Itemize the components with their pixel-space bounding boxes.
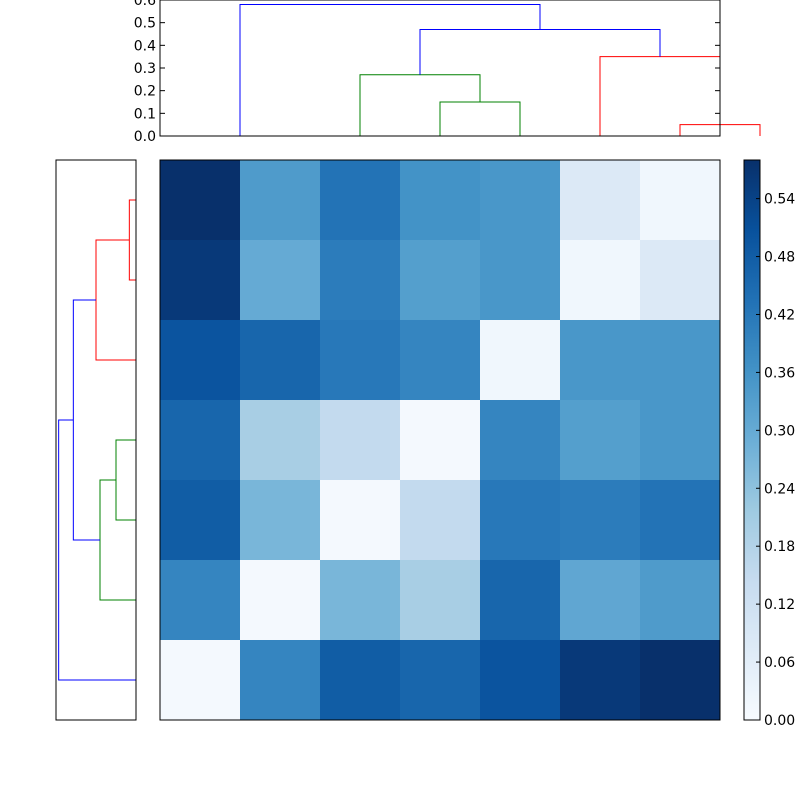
heatmap-cell <box>320 160 401 241</box>
heatmap-cell <box>160 240 241 321</box>
left-dendrogram-link <box>95 239 136 361</box>
colorbar-axis: 0.00 0.06 0.12 0.18 0.24 0.30 0.36 0.42 0.48 0.54 <box>756 192 795 729</box>
left-dendrogram-link <box>115 439 136 521</box>
top-ytick-label: 0.1 <box>134 106 156 122</box>
left-dendrogram-link <box>128 199 136 281</box>
heatmap-cell <box>480 560 561 641</box>
heatmap-cell <box>240 640 321 721</box>
colorbar-tick-label: 0.06 <box>764 655 795 671</box>
colorbar <box>743 159 761 721</box>
heatmap-cell <box>160 400 241 481</box>
left-dendrogram-link <box>99 479 136 601</box>
heatmap-cell <box>160 160 241 241</box>
heatmap-cell <box>160 560 241 641</box>
top-ytick-label: 0.2 <box>134 84 156 100</box>
heatmap-cell <box>480 320 561 401</box>
heatmap-cell <box>400 560 481 641</box>
heatmap-cell <box>560 480 641 561</box>
heatmap-cell <box>560 240 641 321</box>
heatmap-cell <box>400 320 481 401</box>
heatmap <box>160 160 721 721</box>
heatmap-cell <box>640 640 721 721</box>
colorbar-tick-label: 0.36 <box>764 365 795 381</box>
top-ytick-label: 0.4 <box>134 38 156 54</box>
top-dendrogram-link <box>439 101 521 136</box>
heatmap-cell <box>240 400 321 481</box>
heatmap-cell <box>480 400 561 481</box>
heatmap-cell <box>640 480 721 561</box>
heatmap-cell <box>320 560 401 641</box>
heatmap-cell <box>400 160 481 241</box>
top-dendrogram-y-axis: 0.0 0.1 0.2 0.3 0.4 0.5 0.6 <box>134 0 720 145</box>
heatmap-cell <box>160 480 241 561</box>
colorbar-tick-label: 0.12 <box>764 597 795 613</box>
top-ytick-label: 0.6 <box>134 0 156 9</box>
colorbar-tick-label: 0.18 <box>764 539 795 555</box>
top-dendrogram-link <box>419 28 661 75</box>
heatmap-cell <box>240 480 321 561</box>
colorbar-tick-label: 0.54 <box>764 192 795 208</box>
heatmap-cell <box>240 160 321 241</box>
heatmap-cell <box>320 240 401 321</box>
colorbar-tick-label: 0.24 <box>764 481 795 497</box>
heatmap-cell <box>480 240 561 321</box>
heatmap-cell <box>400 480 481 561</box>
colorbar-tick-label: 0.00 <box>764 713 795 729</box>
heatmap-cell <box>640 320 721 401</box>
colorbar-tick-label: 0.30 <box>764 423 795 439</box>
heatmap-frame <box>159 159 721 721</box>
left-dendrogram-link <box>58 419 136 681</box>
left-dendrogram-frame <box>55 159 137 721</box>
top-dendrogram-link <box>599 56 721 136</box>
heatmap-cell <box>480 160 561 241</box>
heatmap-cell <box>640 400 721 481</box>
heatmap-cell <box>640 240 721 321</box>
heatmap-cell <box>400 240 481 321</box>
top-dendrogram-link <box>359 74 481 136</box>
heatmap-cell <box>160 640 241 721</box>
heatmap-cell <box>560 640 641 721</box>
heatmap-cell <box>400 400 481 481</box>
top-dendrogram <box>239 4 761 136</box>
heatmap-cell <box>320 480 401 561</box>
heatmap-cell <box>560 400 641 481</box>
heatmap-cell <box>160 320 241 401</box>
heatmap-cell <box>560 320 641 401</box>
heatmap-cell <box>240 240 321 321</box>
heatmap-cell <box>240 320 321 401</box>
left-dendrogram <box>58 199 136 681</box>
top-ytick-label: 0.0 <box>134 129 156 145</box>
heatmap-cell <box>480 480 561 561</box>
heatmap-cell <box>640 560 721 641</box>
top-ytick-label: 0.3 <box>134 61 156 77</box>
colorbar-tick-label: 0.48 <box>764 250 795 266</box>
top-dendrogram-link <box>239 4 541 136</box>
colorbar-tick-label: 0.42 <box>764 307 795 323</box>
heatmap-cell <box>560 160 641 241</box>
top-ytick-label: 0.5 <box>134 16 156 32</box>
heatmap-cell <box>640 160 721 241</box>
heatmap-cell <box>480 640 561 721</box>
heatmap-cell <box>320 640 401 721</box>
heatmap-cell <box>320 320 401 401</box>
heatmap-cell <box>400 640 481 721</box>
heatmap-cell <box>320 400 401 481</box>
heatmap-cell <box>560 560 641 641</box>
heatmap-cell <box>240 560 321 641</box>
